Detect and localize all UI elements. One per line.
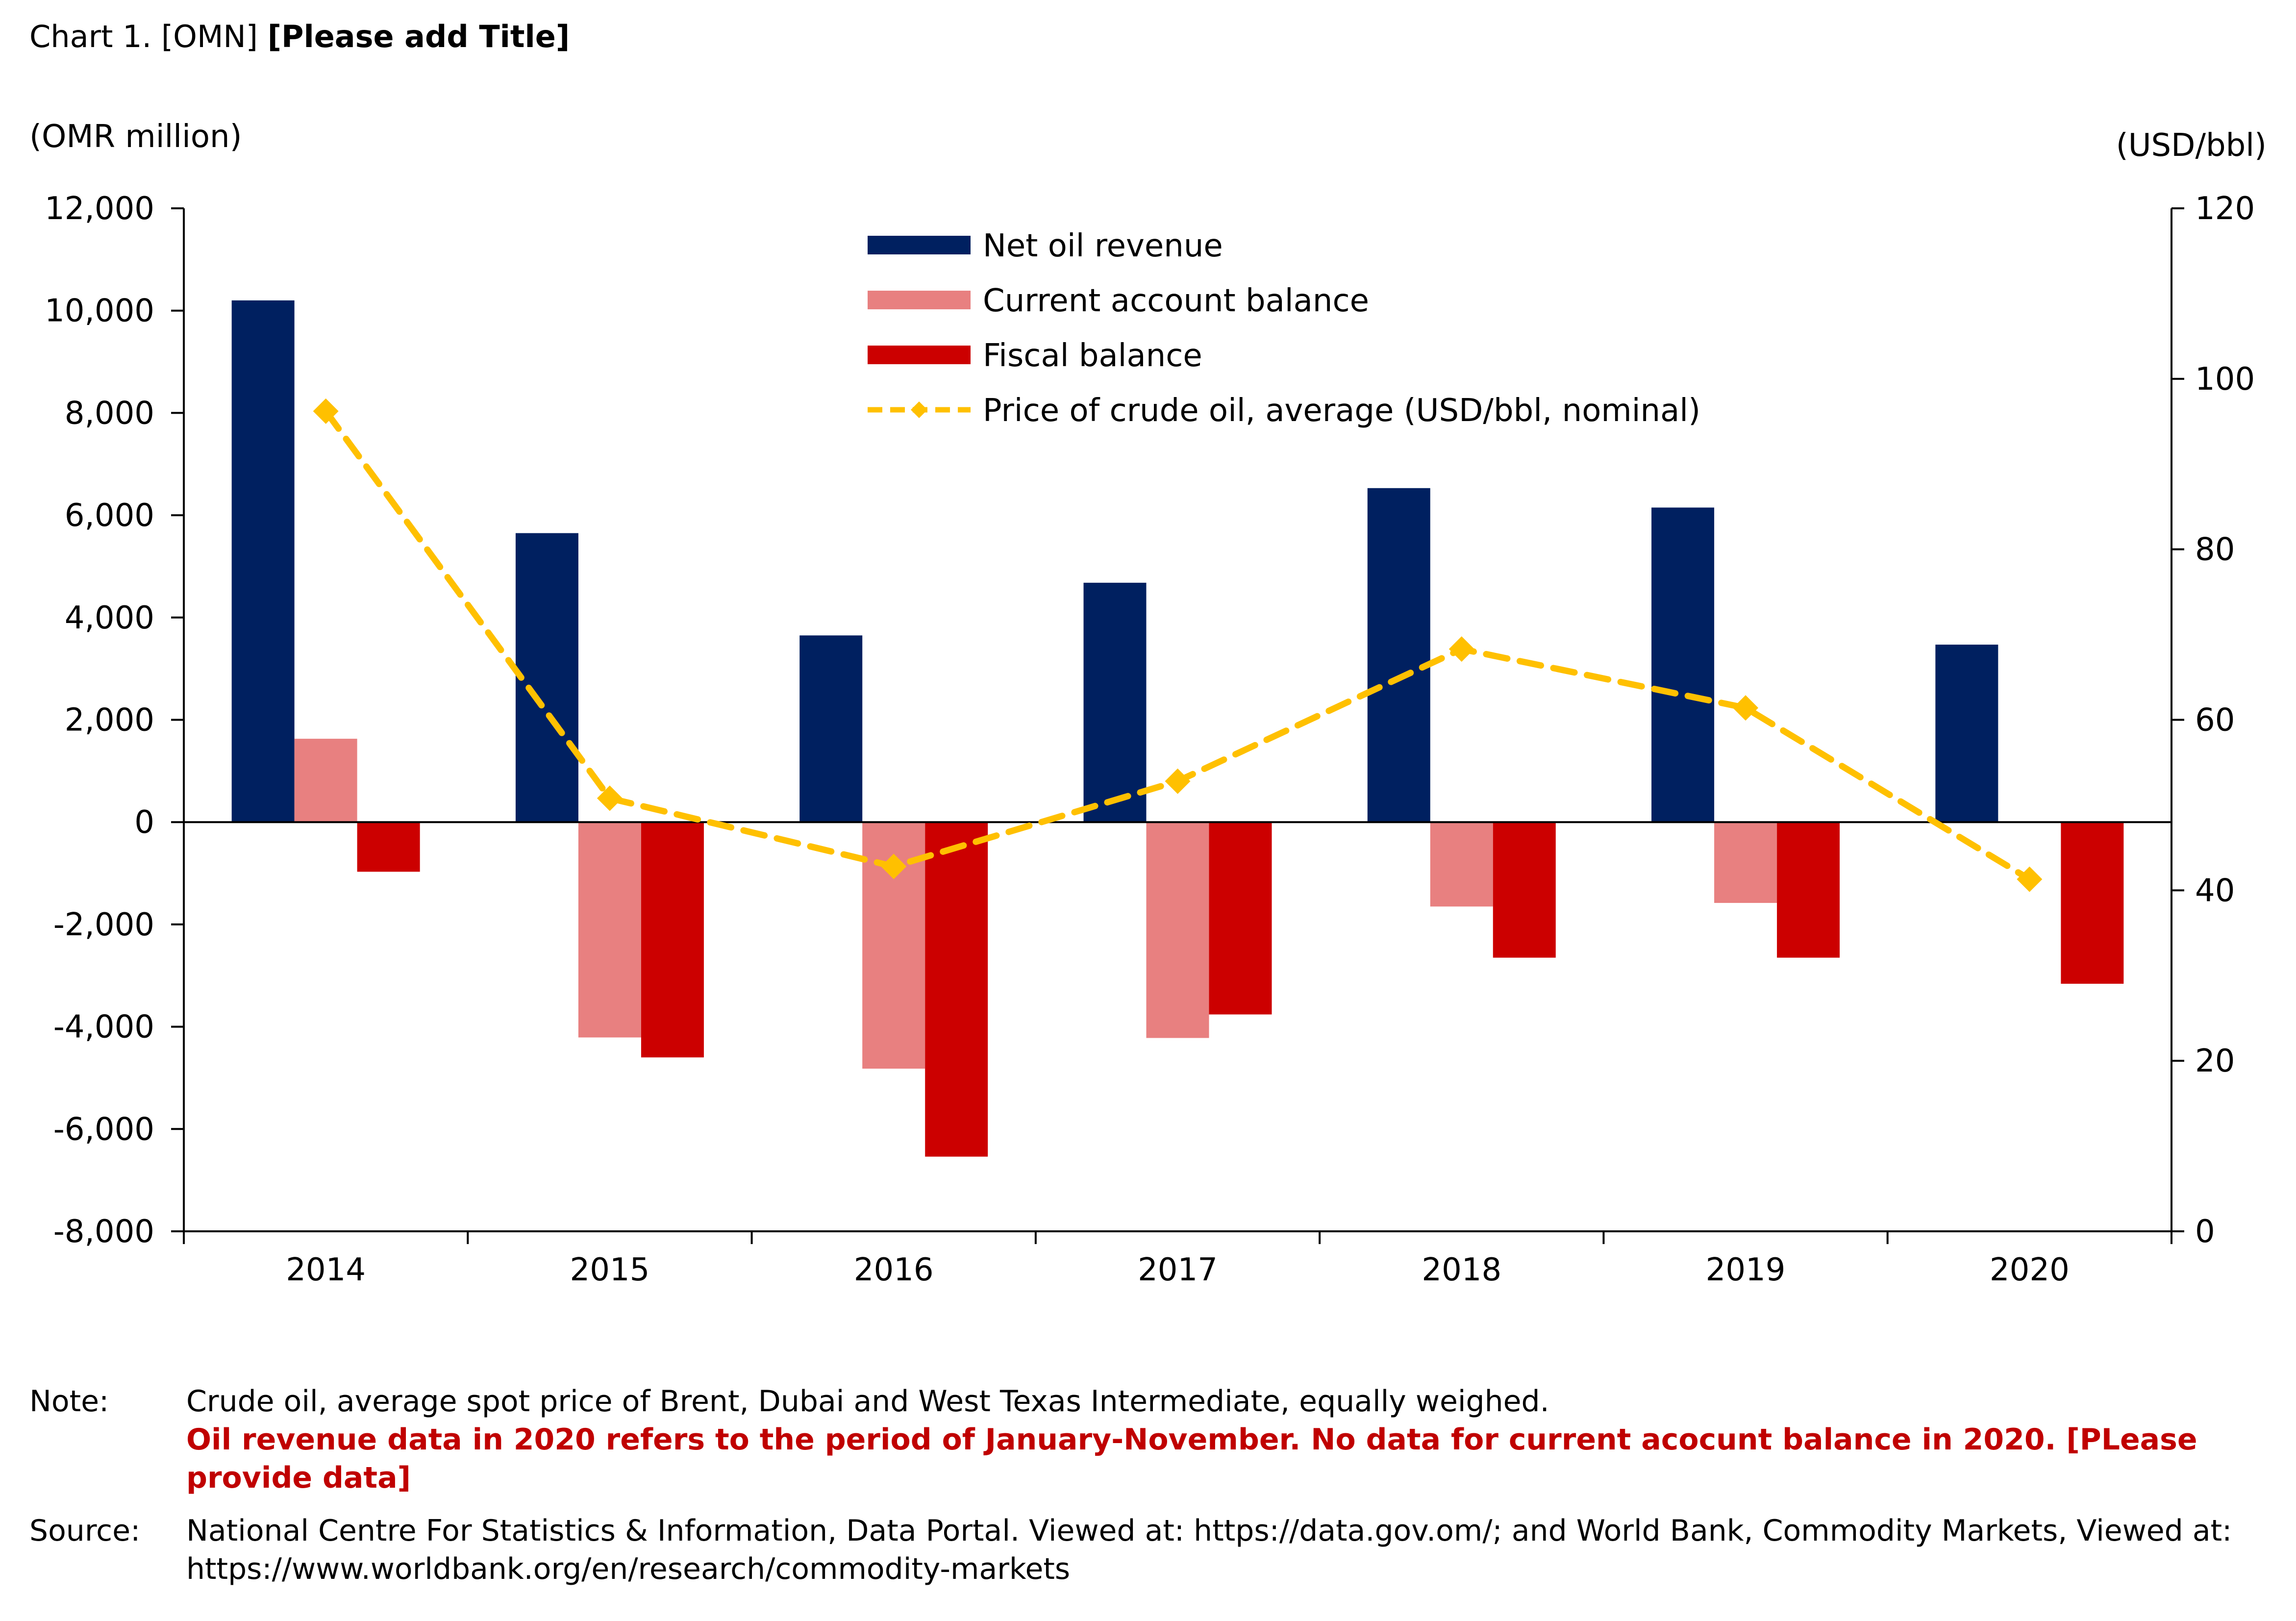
chart-plot: (OMR million) (USD/bbl) -8,000 -6,000 -4,0… bbox=[29, 119, 2267, 1288]
right-tick-label: 60 bbox=[2195, 702, 2235, 739]
bar-current-account-balance-2019 bbox=[1714, 822, 1777, 903]
notes-block: Note: Crude oil, average spot price of B… bbox=[29, 1382, 2265, 1588]
x-tick-label: 2014 bbox=[286, 1252, 366, 1288]
legend-fiscal-balance-label: Fiscal balance bbox=[983, 338, 1202, 374]
right-tick-label: 0 bbox=[2195, 1214, 2215, 1250]
x-tick-label: 2015 bbox=[570, 1252, 649, 1288]
left-axis-label: (OMR million) bbox=[29, 119, 242, 155]
bar-fiscal-balance-2015 bbox=[641, 822, 704, 1058]
right-tick-label: 120 bbox=[2195, 191, 2255, 227]
bar-net-oil-revenue-2015 bbox=[515, 533, 578, 823]
x-tick-label: 2018 bbox=[1422, 1252, 1501, 1288]
left-tick-label: -6,000 bbox=[53, 1111, 154, 1147]
bar-current-account-balance-2018 bbox=[1430, 822, 1493, 907]
left-tick-label: 0 bbox=[134, 804, 154, 841]
bar-current-account-balance-2017 bbox=[1146, 822, 1209, 1038]
note-red-text: Oil revenue data in 2020 refers to the p… bbox=[186, 1422, 2197, 1495]
left-tick-label: 2,000 bbox=[65, 702, 154, 739]
point-crude-oil-2019 bbox=[1733, 695, 1759, 721]
right-tick-label: 80 bbox=[2195, 532, 2235, 568]
legend-price-of-crude-oil-average-usd-bbl-nominal-label: Price of crude oil, average (USD/bbl, no… bbox=[983, 393, 1700, 429]
bar-net-oil-revenue-2014 bbox=[231, 300, 295, 823]
bar-current-account-balance-2015 bbox=[578, 822, 641, 1038]
legend-net-oil-revenue-label: Net oil revenue bbox=[983, 228, 1223, 264]
point-crude-oil-2020 bbox=[2017, 866, 2043, 892]
source-row: Source: National Centre For Statistics &… bbox=[29, 1512, 2265, 1588]
bar-net-oil-revenue-2018 bbox=[1367, 488, 1430, 823]
source-text: National Centre For Statistics & Informa… bbox=[186, 1514, 2232, 1586]
bar-fiscal-balance-2016 bbox=[925, 822, 988, 1157]
note-row: Note: Crude oil, average spot price of B… bbox=[29, 1382, 2265, 1497]
legend-net-oil-revenue-swatch bbox=[868, 236, 971, 254]
bar-net-oil-revenue-2020 bbox=[1935, 645, 1998, 823]
point-crude-oil-2015 bbox=[597, 785, 623, 811]
right-tick-label: 100 bbox=[2195, 361, 2255, 398]
left-tick-label: 6,000 bbox=[65, 498, 154, 534]
bar-fiscal-balance-2014 bbox=[357, 822, 420, 872]
source-label: Source: bbox=[29, 1514, 141, 1548]
point-crude-oil-2017 bbox=[1165, 768, 1191, 794]
x-tick-label: 2016 bbox=[854, 1252, 934, 1288]
note-text: Crude oil, average spot price of Brent, … bbox=[186, 1384, 1549, 1419]
bar-net-oil-revenue-2017 bbox=[1083, 582, 1147, 823]
right-tick-label: 40 bbox=[2195, 873, 2235, 909]
bar-fiscal-balance-2018 bbox=[1493, 822, 1556, 958]
bar-fiscal-balance-2020 bbox=[2061, 822, 2124, 984]
point-crude-oil-2014 bbox=[313, 398, 339, 424]
legend-current-account-balance-swatch bbox=[868, 291, 971, 309]
bar-fiscal-balance-2019 bbox=[1777, 822, 1840, 958]
note-label: Note: bbox=[29, 1384, 109, 1419]
line-crude-oil-price bbox=[323, 408, 2033, 883]
legend-fiscal-balance-swatch bbox=[868, 346, 971, 364]
bar-fiscal-balance-2017 bbox=[1209, 822, 1272, 1015]
left-tick-label: 4,000 bbox=[65, 600, 154, 636]
point-crude-oil-2016 bbox=[881, 853, 907, 879]
legend-price-of-crude-oil-average-usd-bbl-nominal-marker bbox=[911, 401, 927, 418]
bar-net-oil-revenue-2016 bbox=[799, 635, 863, 823]
chart-title: Chart 1. [OMN] [Please add Title] bbox=[29, 19, 570, 54]
point-crude-oil-2018 bbox=[1448, 636, 1474, 662]
right-tick-label: 20 bbox=[2195, 1043, 2235, 1079]
left-tick-label: -2,000 bbox=[53, 907, 154, 943]
left-tick-label: -8,000 bbox=[53, 1214, 154, 1250]
left-tick-label: -4,000 bbox=[53, 1009, 154, 1046]
bar-net-oil-revenue-2019 bbox=[1651, 507, 1715, 823]
left-tick-label: 8,000 bbox=[65, 395, 154, 431]
chart-title-main: [Please add Title] bbox=[267, 19, 570, 54]
x-tick-label: 2019 bbox=[1706, 1252, 1786, 1288]
bar-current-account-balance-2014 bbox=[294, 739, 357, 823]
left-tick-label: 12,000 bbox=[45, 191, 154, 227]
chart-title-prefix: Chart 1. [OMN] bbox=[29, 19, 258, 54]
left-tick-label: 10,000 bbox=[45, 293, 154, 329]
x-tick-label: 2020 bbox=[1990, 1252, 2070, 1288]
right-axis-label: (USD/bbl) bbox=[2116, 127, 2267, 164]
legend-current-account-balance-label: Current account balance bbox=[983, 283, 1369, 319]
x-tick-label: 2017 bbox=[1138, 1252, 1218, 1288]
